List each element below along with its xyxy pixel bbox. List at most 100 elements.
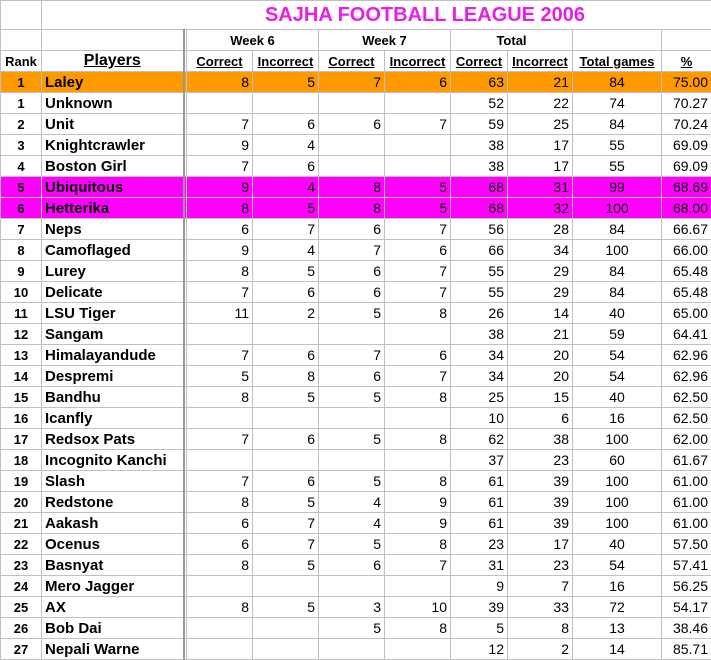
total-games: 84 — [573, 114, 662, 135]
rank-cell: 4 — [1, 156, 42, 177]
total-games: 54 — [573, 345, 662, 366]
week6-correct: 8 — [187, 387, 253, 408]
week7-correct: 8 — [319, 198, 385, 219]
total-games: 60 — [573, 450, 662, 471]
percentage: 85.71 — [662, 639, 711, 660]
total-games: 100 — [573, 240, 662, 261]
total-games: 84 — [573, 261, 662, 282]
percentage: 66.00 — [662, 240, 711, 261]
week7-correct: 5 — [319, 471, 385, 492]
week6-incorrect: 5 — [253, 387, 319, 408]
total-correct: 61 — [451, 471, 508, 492]
player-name: Unknown — [42, 93, 184, 114]
percentage: 65.48 — [662, 261, 711, 282]
percentage: 38.46 — [662, 618, 711, 639]
total-correct: 68 — [451, 177, 508, 198]
players-header: Players — [42, 51, 184, 72]
week7-incorrect-header: Incorrect — [385, 51, 451, 72]
percentage: 64.41 — [662, 324, 711, 345]
total-games: 59 — [573, 324, 662, 345]
percentage: 69.09 — [662, 135, 711, 156]
week6-correct — [187, 618, 253, 639]
week6-incorrect — [253, 93, 319, 114]
rank-cell: 1 — [1, 72, 42, 93]
percentage: 62.50 — [662, 408, 711, 429]
total-correct: 34 — [451, 345, 508, 366]
week7-incorrect: 5 — [385, 177, 451, 198]
week6-correct: 8 — [187, 555, 253, 576]
total-incorrect: 21 — [508, 324, 573, 345]
total-incorrect: 7 — [508, 576, 573, 597]
rank-cell: 27 — [1, 639, 42, 660]
percentage: 62.96 — [662, 366, 711, 387]
rank-cell: 12 — [1, 324, 42, 345]
total-incorrect: 32 — [508, 198, 573, 219]
total-incorrect: 20 — [508, 345, 573, 366]
week6-correct: 8 — [187, 198, 253, 219]
player-name: Redstone — [42, 492, 184, 513]
rank-cell: 25 — [1, 597, 42, 618]
total-correct: 61 — [451, 513, 508, 534]
rank-cell: 8 — [1, 240, 42, 261]
week7-incorrect: 9 — [385, 492, 451, 513]
percentage: 57.50 — [662, 534, 711, 555]
rank-cell: 26 — [1, 618, 42, 639]
week6-incorrect: 6 — [253, 114, 319, 135]
week6-correct: 7 — [187, 345, 253, 366]
week6-correct: 8 — [187, 597, 253, 618]
rank-cell: 9 — [1, 261, 42, 282]
week6-incorrect: 8 — [253, 366, 319, 387]
total-correct: 23 — [451, 534, 508, 555]
total-incorrect: 39 — [508, 471, 573, 492]
week7-correct: 5 — [319, 534, 385, 555]
week6-incorrect: 5 — [253, 261, 319, 282]
week6-incorrect: 4 — [253, 177, 319, 198]
week6-correct: 6 — [187, 513, 253, 534]
week7-incorrect — [385, 576, 451, 597]
week7-incorrect: 7 — [385, 555, 451, 576]
player-name: Neps — [42, 219, 184, 240]
rank-cell: 14 — [1, 366, 42, 387]
total-correct: 34 — [451, 366, 508, 387]
player-name: Nepali Warne — [42, 639, 184, 660]
week7-incorrect — [385, 639, 451, 660]
week7-incorrect: 9 — [385, 513, 451, 534]
week6-incorrect — [253, 618, 319, 639]
total-games: 74 — [573, 93, 662, 114]
total-incorrect: 29 — [508, 282, 573, 303]
percentage: 54.17 — [662, 597, 711, 618]
total-correct: 12 — [451, 639, 508, 660]
week6-incorrect: 6 — [253, 156, 319, 177]
week6-correct: 8 — [187, 72, 253, 93]
rank-cell: 21 — [1, 513, 42, 534]
week7-incorrect: 6 — [385, 72, 451, 93]
week7-correct: 7 — [319, 345, 385, 366]
player-name: Laley — [42, 72, 184, 93]
rank-cell: 15 — [1, 387, 42, 408]
total-incorrect: 33 — [508, 597, 573, 618]
week7-correct: 6 — [319, 219, 385, 240]
player-name: Bob Dai — [42, 618, 184, 639]
total-incorrect: 28 — [508, 219, 573, 240]
week7-correct — [319, 156, 385, 177]
week6-incorrect — [253, 408, 319, 429]
total-incorrect: 15 — [508, 387, 573, 408]
week6-correct: 9 — [187, 177, 253, 198]
total-correct: 38 — [451, 324, 508, 345]
week6-correct — [187, 408, 253, 429]
player-name: Icanfly — [42, 408, 184, 429]
week6-correct — [187, 450, 253, 471]
percentage: 62.50 — [662, 387, 711, 408]
week6-incorrect: 5 — [253, 492, 319, 513]
week7-incorrect — [385, 408, 451, 429]
week7-incorrect: 6 — [385, 345, 451, 366]
week7-incorrect: 10 — [385, 597, 451, 618]
week7-correct: 6 — [319, 114, 385, 135]
